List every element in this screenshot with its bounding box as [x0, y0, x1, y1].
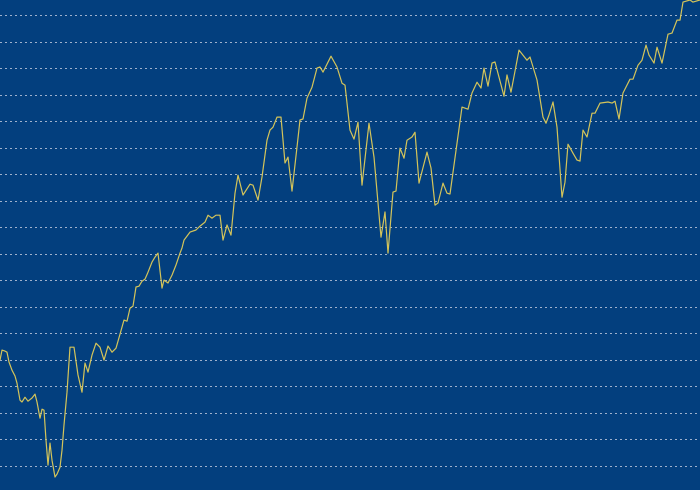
- series-line: [0, 0, 700, 478]
- series-group: [0, 0, 700, 478]
- gridlines: [0, 15, 700, 467]
